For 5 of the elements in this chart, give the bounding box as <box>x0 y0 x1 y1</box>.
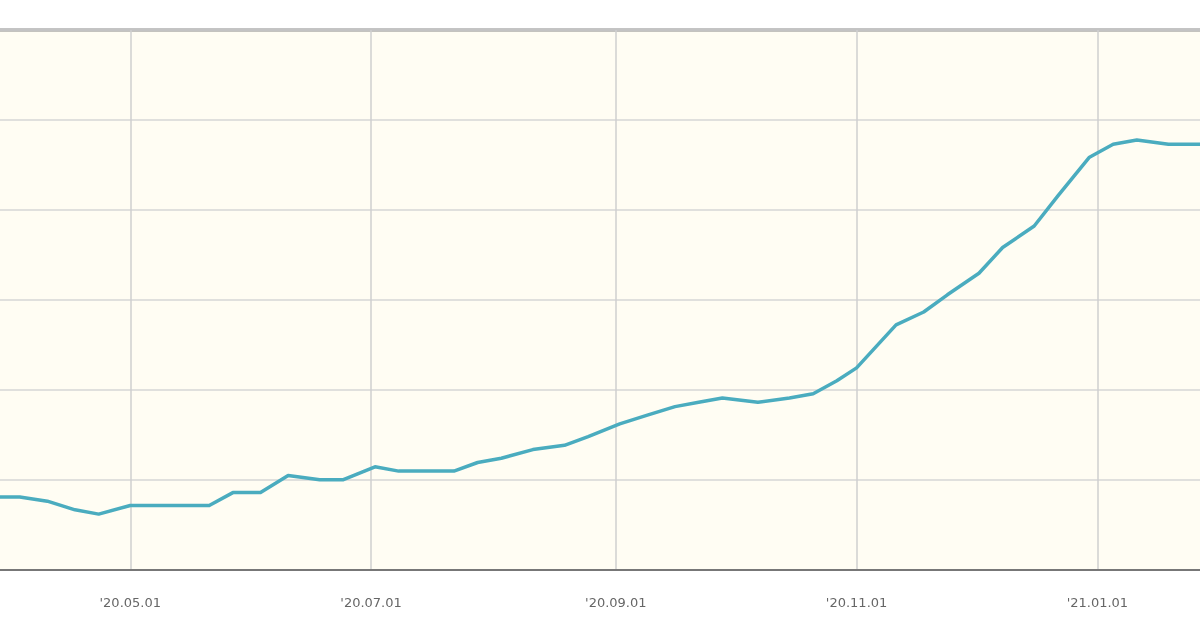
x-tick-label: '20.11.01 <box>825 595 888 610</box>
x-tick-label: '20.05.01 <box>99 595 161 610</box>
x-tick-label: '20.07.01 <box>340 595 402 610</box>
x-tick-label: '21.01.01 <box>1066 595 1129 610</box>
x-tick-label: '20.09.01 <box>585 595 647 610</box>
